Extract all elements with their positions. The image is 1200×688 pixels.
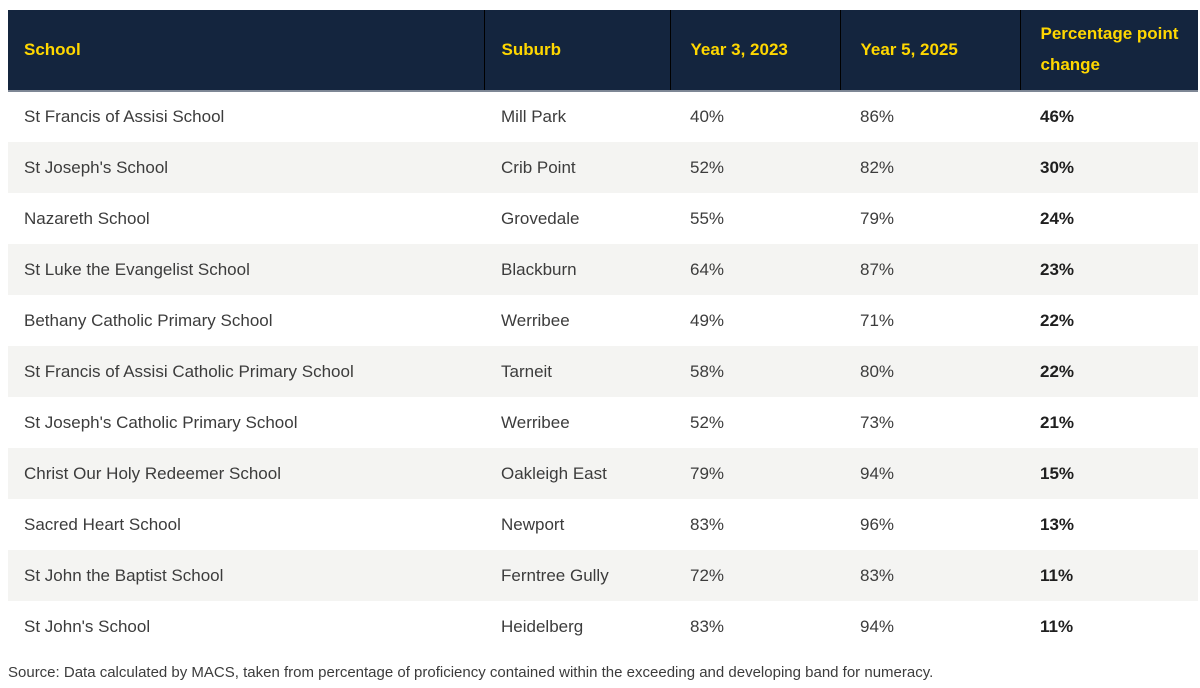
cell-school: Sacred Heart School xyxy=(24,514,181,534)
table-body: St Francis of Assisi School Mill Park 40… xyxy=(8,91,1198,652)
cell-year3: 40% xyxy=(690,107,725,126)
table-row: St Francis of Assisi Catholic Primary Sc… xyxy=(8,346,1198,397)
cell-suburb: Heidelberg xyxy=(501,616,584,636)
cell-change: 23% xyxy=(1040,259,1075,279)
cell-year3: 55% xyxy=(690,208,725,228)
cell-suburb: Ferntree Gully xyxy=(501,565,609,585)
cell-school: St Joseph's School xyxy=(24,157,169,177)
cell-suburb: Mill Park xyxy=(501,107,567,126)
cell-year5: 94% xyxy=(860,463,895,483)
cell-change: 13% xyxy=(1040,514,1075,534)
table-row: St John's School Heidelberg 83% 94% 11% xyxy=(8,601,1198,652)
cell-change: 11% xyxy=(1040,616,1074,636)
cell-school: Bethany Catholic Primary School xyxy=(24,310,273,330)
column-header-school: School xyxy=(8,10,484,92)
cell-year5: 94% xyxy=(860,616,895,636)
cell-change: 22% xyxy=(1040,361,1075,381)
cell-suburb: Grovedale xyxy=(501,208,580,228)
cell-year3: 52% xyxy=(690,412,725,432)
table-row: St Joseph's Catholic Primary School Werr… xyxy=(8,397,1198,448)
cell-suburb: Werribee xyxy=(501,412,570,432)
cell-suburb: Tarneit xyxy=(501,361,553,381)
cell-change: 30% xyxy=(1040,157,1075,177)
cell-school: St Luke the Evangelist School xyxy=(24,259,250,279)
cell-year3: 64% xyxy=(690,259,725,279)
header-row: School Suburb Year 3, 2023 Year 5, 2025 … xyxy=(8,10,1198,92)
cell-year5: 80% xyxy=(860,361,895,381)
cell-school: St Joseph's Catholic Primary School xyxy=(24,412,298,432)
cell-change: 46% xyxy=(1040,107,1075,126)
table-row: St Francis of Assisi School Mill Park 40… xyxy=(8,91,1198,142)
cell-year5: 96% xyxy=(860,514,895,534)
cell-year5: 71% xyxy=(860,310,895,330)
column-header-suburb: Suburb xyxy=(483,10,670,92)
cell-year3: 79% xyxy=(690,463,725,483)
cell-year3: 83% xyxy=(690,616,725,636)
table-row: Nazareth School Grovedale 55% 79% 24% xyxy=(8,193,1198,244)
cell-suburb: Blackburn xyxy=(501,259,577,279)
cell-school: Nazareth School xyxy=(24,208,150,228)
cell-school: St Francis of Assisi Catholic Primary Sc… xyxy=(24,361,354,381)
table-row: Sacred Heart School Newport 83% 96% 13% xyxy=(8,499,1198,550)
source-note: Source: Data calculated by MACS, taken f… xyxy=(8,664,934,681)
cell-year3: 58% xyxy=(690,361,725,381)
cell-suburb: Werribee xyxy=(501,310,570,330)
table-row: Christ Our Holy Redeemer School Oakleigh… xyxy=(8,448,1198,499)
cell-year3: 49% xyxy=(690,310,725,330)
cell-change: 11% xyxy=(1040,565,1074,585)
cell-year5: 82% xyxy=(860,157,895,177)
table-header: School Suburb Year 3, 2023 Year 5, 2025 … xyxy=(8,10,1198,92)
cell-change: 21% xyxy=(1040,412,1075,432)
cell-suburb: Crib Point xyxy=(501,157,576,177)
cell-school: St John the Baptist School xyxy=(24,565,224,585)
table-row: Bethany Catholic Primary School Werribee… xyxy=(8,295,1198,346)
cell-year5: 73% xyxy=(860,412,895,432)
column-header-year3-2023: Year 3, 2023 xyxy=(669,10,840,92)
table-row: St Luke the Evangelist School Blackburn … xyxy=(8,244,1198,295)
column-header-percentage-point-change: Percentage point change xyxy=(1019,10,1198,92)
cell-year3: 83% xyxy=(690,514,725,534)
cell-school: St Francis of Assisi School xyxy=(24,107,225,126)
cell-suburb: Oakleigh East xyxy=(501,463,607,483)
cell-change: 22% xyxy=(1040,310,1075,330)
column-header-year5-2025: Year 5, 2025 xyxy=(839,10,1020,92)
table-row: St John the Baptist School Ferntree Gull… xyxy=(8,550,1198,601)
cell-school: St John's School xyxy=(24,616,151,636)
cell-year5: 86% xyxy=(860,107,895,126)
naplan-results-table: School Suburb Year 3, 2023 Year 5, 2025 … xyxy=(8,10,1198,652)
cell-suburb: Newport xyxy=(501,514,565,534)
table-row: St Joseph's School Crib Point 52% 82% 30… xyxy=(8,142,1198,193)
cell-year5: 87% xyxy=(860,259,895,279)
cell-year3: 72% xyxy=(690,565,725,585)
cell-year5: 83% xyxy=(860,565,895,585)
cell-school: Christ Our Holy Redeemer School xyxy=(24,463,281,483)
cell-change: 15% xyxy=(1040,463,1075,483)
cell-change: 24% xyxy=(1040,208,1075,228)
cell-year3: 52% xyxy=(690,157,725,177)
cell-year5: 79% xyxy=(860,208,895,228)
